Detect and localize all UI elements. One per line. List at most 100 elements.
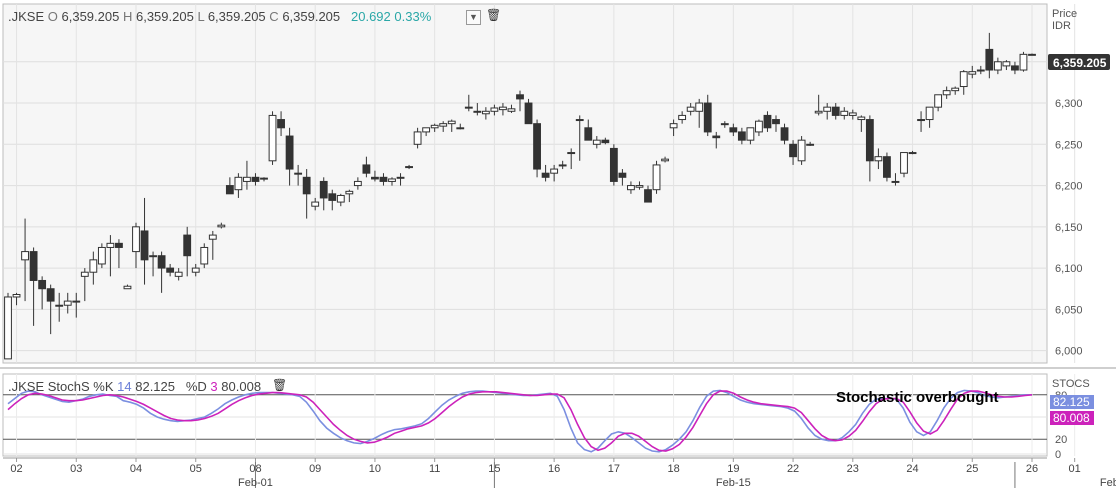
candle-body (618, 172, 627, 178)
candle-body (652, 164, 661, 191)
candle (669, 119, 678, 137)
x-day-label: 02 (10, 463, 22, 475)
candle (934, 94, 943, 112)
candle-body (473, 110, 482, 113)
candle (38, 276, 47, 310)
candle (618, 169, 627, 186)
d-value-tag-bg (1050, 411, 1094, 425)
candle-body (200, 246, 209, 265)
candle-body (900, 152, 908, 174)
candle (516, 90, 524, 112)
candle (848, 109, 857, 120)
candle (106, 235, 115, 277)
candle (12, 292, 21, 306)
price-legend: .JKSE O 6,359.205 H 6,359.205 L 6,359.20… (8, 9, 431, 24)
candle-body (558, 164, 567, 167)
candle-body (533, 123, 541, 170)
last-price-tag-bg (1048, 54, 1110, 70)
candle (481, 107, 490, 120)
candle-body (447, 120, 456, 125)
candle-body (703, 102, 712, 133)
candle-body (456, 127, 465, 130)
candle (430, 123, 439, 132)
candle (942, 86, 951, 99)
k-label: %K (93, 379, 114, 394)
price-tick-label: 6,100 (1055, 263, 1083, 275)
candle (464, 94, 473, 112)
candle (985, 32, 994, 79)
candle-body (755, 120, 763, 133)
candle-body (976, 69, 985, 72)
x-month-label: Feb-01 (238, 477, 273, 489)
candle-body (89, 259, 98, 273)
candle (891, 173, 900, 186)
candle-body (1002, 61, 1011, 67)
candle-body (106, 242, 115, 248)
candle-body (797, 139, 806, 162)
candle (268, 111, 277, 165)
x-day-label: 24 (906, 463, 918, 475)
high-label: H (122, 9, 133, 24)
candle-body (328, 193, 337, 201)
chevron-down-icon[interactable]: ▼ (466, 10, 481, 25)
candle-body (29, 251, 38, 281)
candle (225, 177, 234, 195)
candle-body (277, 119, 285, 129)
candle (200, 243, 209, 269)
candle-body (379, 176, 388, 182)
candle (285, 127, 294, 186)
candle (379, 173, 388, 186)
x-day-label: 03 (70, 463, 82, 475)
candle (72, 292, 81, 318)
price-tick-label: 6,250 (1055, 139, 1083, 151)
candle (29, 247, 38, 326)
candle (644, 185, 652, 203)
candle-body (592, 139, 601, 145)
candle (4, 292, 12, 360)
candle-body (925, 106, 934, 121)
candle (703, 94, 712, 137)
candle (635, 181, 644, 190)
candle-body (1019, 53, 1028, 71)
candle (490, 104, 499, 116)
candle-body (567, 152, 576, 155)
candle-body (661, 158, 669, 162)
candle-body (464, 106, 473, 109)
candle-body (874, 156, 883, 162)
candle-body (635, 185, 644, 188)
candle (413, 127, 422, 149)
candle (132, 222, 140, 269)
candle (789, 140, 797, 165)
candle (345, 189, 354, 203)
k-value-tag: 82.125 (1053, 395, 1090, 409)
candle-body (38, 279, 47, 290)
x-day-label: 19 (727, 463, 739, 475)
trash-icon[interactable]: 🗑 (272, 378, 288, 392)
change-percent: 0.33% (394, 9, 432, 24)
price-axis-title: Price (1052, 8, 1077, 20)
candle-body (174, 271, 183, 277)
candle-body (166, 267, 175, 273)
x-day-label: 17 (608, 463, 620, 475)
candle (533, 119, 541, 178)
candle-body (575, 119, 584, 122)
price-tick-label: 6,150 (1055, 222, 1083, 234)
candle (857, 115, 866, 132)
candle (558, 160, 567, 170)
candle-body (353, 180, 362, 187)
candle (780, 123, 789, 145)
candle-body (1011, 65, 1019, 71)
candle-body (302, 176, 311, 195)
trash-icon[interactable]: 🗑 (486, 8, 502, 22)
candle-body (720, 123, 729, 126)
stoch-title: .JKSE StochS (8, 379, 90, 394)
k-value: 82.125 (135, 379, 175, 394)
candle-body (737, 131, 746, 141)
price-tick-label: 6,000 (1055, 346, 1083, 358)
candle (507, 104, 516, 113)
candle (183, 226, 192, 277)
candle (174, 268, 183, 281)
stoch-tick-label: 20 (1055, 434, 1067, 446)
x-day-label: 22 (787, 463, 799, 475)
